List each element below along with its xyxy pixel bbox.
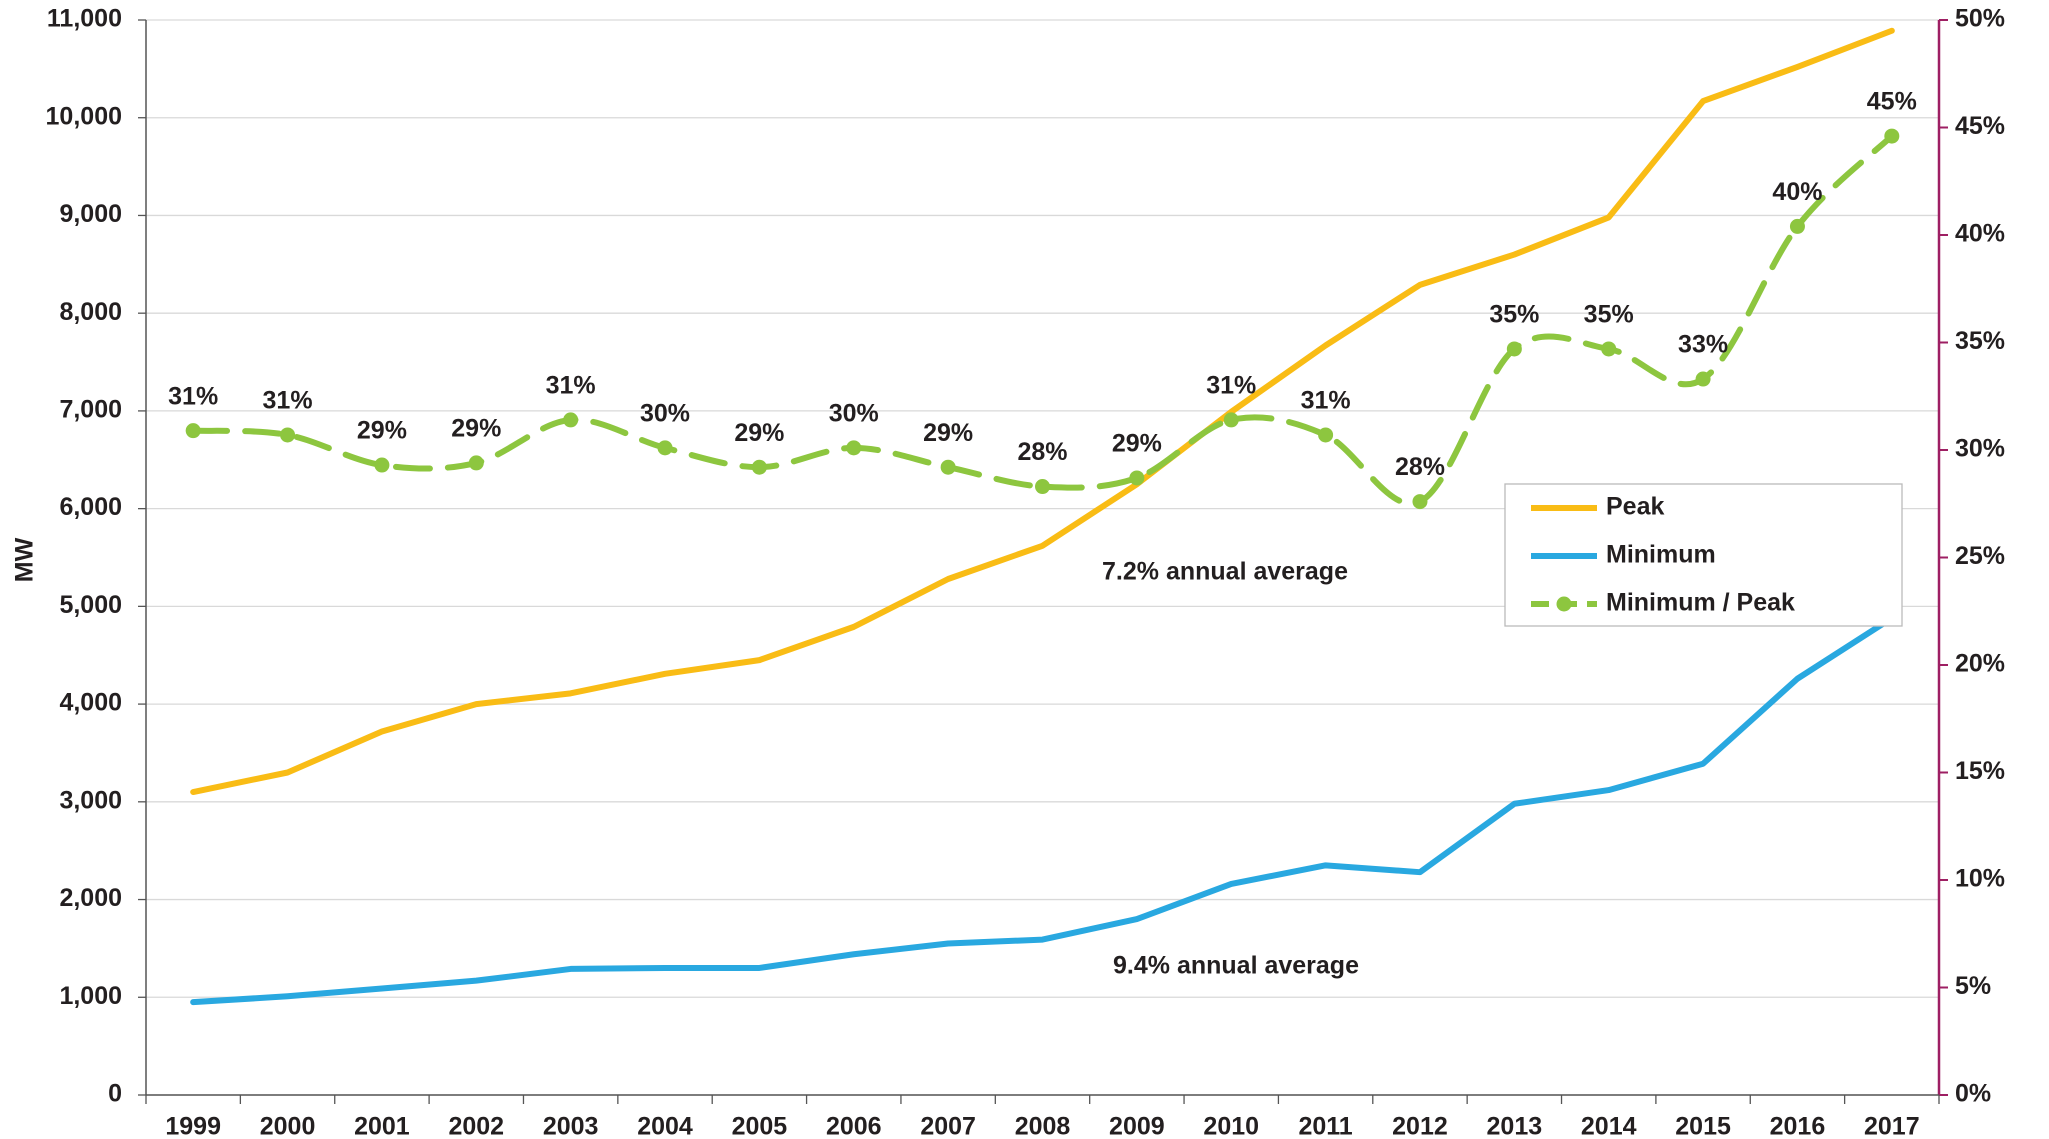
point	[468, 455, 484, 471]
point	[1884, 128, 1900, 144]
y2-tick-label: 10%	[1955, 865, 2005, 893]
legend-marker	[1556, 596, 1572, 612]
x-tick-label: 2007	[920, 1113, 976, 1139]
y2-tick-label: 45%	[1955, 112, 2005, 140]
y2-tick-label: 50%	[1955, 5, 2005, 33]
data-label: 31%	[263, 387, 313, 415]
x-tick-label: 2001	[354, 1113, 410, 1139]
data-label: 29%	[1112, 430, 1162, 458]
annotation: 7.2% annual average	[1102, 558, 1348, 586]
legend-label: Minimum / Peak	[1606, 589, 1795, 617]
x-tick-label: 2004	[637, 1113, 693, 1139]
annotation: 9.4% annual average	[1113, 952, 1359, 980]
data-label: 30%	[829, 399, 879, 427]
y-tick-label: 5,000	[59, 591, 122, 619]
y2-tick-label: 40%	[1955, 220, 2005, 248]
point	[185, 423, 201, 439]
series-line	[190, 615, 1895, 1006]
point	[280, 427, 296, 443]
point	[1601, 341, 1617, 357]
data-label: 29%	[923, 419, 973, 447]
series-line	[190, 27, 1895, 796]
point	[374, 457, 390, 473]
point	[657, 440, 673, 456]
y2-tick-label: 35%	[1955, 327, 2005, 355]
y2-tick-label: 25%	[1955, 542, 2005, 570]
point	[1129, 470, 1145, 486]
point	[1789, 218, 1805, 234]
x-tick-label: 2000	[260, 1113, 316, 1139]
legend-label: Peak	[1606, 493, 1664, 521]
point	[1223, 412, 1239, 428]
x-tick-label: 2006	[826, 1113, 882, 1139]
y-tick-label: 9,000	[59, 200, 122, 228]
data-label: 31%	[168, 382, 218, 410]
data-label: 45%	[1867, 88, 1917, 116]
data-label: 35%	[1489, 301, 1539, 329]
x-tick-label: 2002	[448, 1113, 504, 1139]
point	[1695, 371, 1711, 387]
x-tick-label: 2005	[732, 1113, 788, 1139]
y-tick-label: 2,000	[59, 884, 122, 912]
data-label: 28%	[1395, 453, 1445, 481]
y-tick-label: 0	[108, 1080, 122, 1108]
data-label: 29%	[734, 419, 784, 447]
x-tick-label: 2008	[1015, 1113, 1071, 1139]
legend-label: Minimum	[1606, 541, 1716, 569]
x-tick-label: 2013	[1487, 1113, 1543, 1139]
x-tick-label: 2009	[1109, 1113, 1165, 1139]
y-tick-label: 6,000	[59, 493, 122, 521]
point	[1318, 427, 1334, 443]
x-tick-label: 2017	[1864, 1113, 1920, 1139]
point	[751, 459, 767, 475]
data-label: 31%	[1301, 387, 1351, 415]
y2-tick-label: 5%	[1955, 972, 1991, 1000]
point	[1412, 494, 1428, 510]
y-tick-label: 3,000	[59, 786, 122, 814]
x-tick-label: 2014	[1581, 1113, 1637, 1139]
data-label: 29%	[357, 417, 407, 445]
y-tick-label: 4,000	[59, 689, 122, 717]
x-tick-label: 2015	[1675, 1113, 1731, 1139]
y-tick-label: 10,000	[46, 102, 122, 130]
x-tick-label: 2016	[1770, 1113, 1826, 1139]
data-label: 31%	[546, 372, 596, 400]
y-tick-label: 11,000	[47, 5, 122, 33]
point	[1035, 479, 1050, 495]
x-tick-label: 2012	[1392, 1113, 1448, 1139]
y-axis-label: MW	[11, 537, 39, 582]
y2-tick-label: 0%	[1955, 1080, 1991, 1108]
data-label: 28%	[1017, 438, 1067, 466]
point	[563, 412, 579, 428]
series-line	[190, 133, 1895, 507]
y2-tick-label: 20%	[1955, 650, 2005, 678]
y-tick-label: 7,000	[59, 396, 122, 424]
data-label: 33%	[1678, 331, 1728, 359]
point	[846, 440, 862, 456]
x-tick-label: 1999	[165, 1113, 221, 1139]
x-tick-label: 2011	[1298, 1113, 1352, 1139]
y-tick-label: 1,000	[59, 982, 122, 1010]
data-label: 35%	[1584, 301, 1634, 329]
data-label: 31%	[1206, 372, 1256, 400]
y2-tick-label: 30%	[1955, 435, 2005, 463]
y-tick-label: 8,000	[59, 298, 122, 326]
data-label: 30%	[640, 399, 690, 427]
x-tick-label: 2010	[1203, 1113, 1259, 1139]
x-tick-label: 2003	[543, 1113, 599, 1139]
data-label: 40%	[1772, 178, 1822, 206]
point	[940, 459, 956, 475]
data-label: 29%	[451, 415, 501, 443]
point	[1506, 341, 1522, 357]
y2-tick-label: 15%	[1955, 757, 2005, 785]
